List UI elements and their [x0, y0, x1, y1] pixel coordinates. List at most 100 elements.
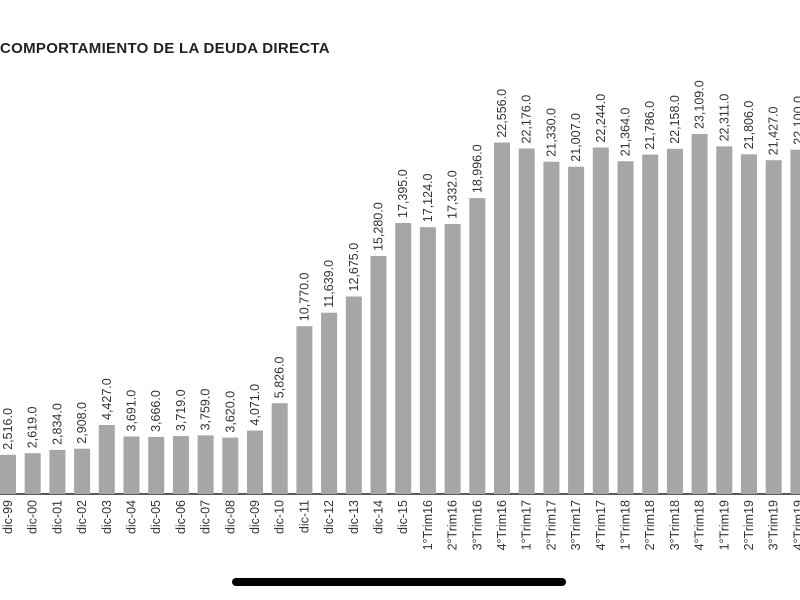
bar: [321, 312, 338, 494]
category-tick-label: dic-03: [100, 500, 114, 534]
bar: [419, 227, 436, 494]
bar: [543, 161, 560, 494]
bar: [74, 448, 91, 494]
bar: [691, 134, 708, 494]
category-tick-label: dic-09: [248, 500, 262, 534]
bar: [494, 142, 510, 494]
bar-value-label: 21,330.0: [544, 108, 558, 157]
bar: [395, 223, 412, 494]
bar: [24, 453, 41, 494]
bar-value-label: 12,675.0: [347, 243, 361, 292]
bar: [741, 154, 757, 495]
category-tick-label: 2°Trim19: [742, 500, 756, 550]
bar: [790, 149, 800, 494]
category-tick-label: dic-11: [297, 500, 311, 533]
category-tick-label: dic-02: [75, 500, 89, 534]
bar: [123, 436, 140, 494]
bar-value-label: 3,666.0: [149, 390, 163, 432]
category-tick-label: 4°Trim17: [594, 500, 608, 550]
bar-value-label: 22,176.0: [520, 95, 534, 144]
bar: [247, 430, 263, 494]
category-tick-label: 1°Trim18: [619, 500, 633, 550]
category-tick-label: 4°Trim16: [495, 500, 509, 550]
category-tick-label: 3°Trim18: [668, 500, 682, 550]
bar: [345, 296, 362, 494]
category-tick-label: 1°Trim19: [717, 500, 731, 550]
bar-value-label: 17,332.0: [446, 170, 460, 219]
bar-value-label: 21,007.0: [569, 113, 583, 162]
bar: [172, 436, 189, 494]
bar-value-label: 21,806.0: [742, 101, 756, 150]
bar-value-label: 5,826.0: [273, 356, 287, 398]
bar-value-label: 22,100.0: [791, 96, 800, 145]
bar: [444, 224, 461, 494]
category-tick-label: dic-15: [396, 500, 410, 534]
bar-value-label: 21,427.0: [767, 106, 781, 155]
bar: [49, 449, 66, 494]
bar-value-label: 2,834.0: [50, 403, 64, 445]
bar-value-label: 4,427.0: [100, 378, 114, 420]
bar: [568, 166, 585, 494]
bar-value-label: 22,556.0: [495, 89, 509, 138]
home-indicator[interactable]: [232, 578, 566, 586]
bar: [469, 198, 486, 494]
bar-value-label: 21,786.0: [643, 101, 657, 150]
bar-value-label: 3,691.0: [125, 390, 139, 432]
bar: [296, 326, 313, 494]
category-tick-label: dic-04: [125, 500, 139, 534]
bar: [716, 146, 733, 494]
bar: [642, 154, 659, 494]
category-tick-label: dic-14: [372, 500, 386, 534]
bar-value-label: 3,719.0: [174, 389, 188, 431]
bar-value-label: 17,395.0: [396, 169, 410, 218]
bar-value-label: 2,619.0: [26, 406, 40, 448]
bar-value-label: 2,908.0: [75, 402, 89, 444]
category-tick-label: dic-01: [50, 500, 64, 534]
category-tick-label: 1°Trim17: [520, 500, 534, 550]
category-tick-label: dic-08: [223, 500, 237, 534]
category-tick-label: 4°Trim19: [791, 500, 800, 550]
category-tick-label: 2°Trim18: [643, 500, 657, 550]
bar-value-label: 18,996.0: [470, 144, 484, 193]
bar-value-label: 23,109.0: [693, 80, 707, 129]
bar: [370, 256, 387, 494]
bar: [271, 403, 288, 494]
bar: [148, 436, 165, 494]
category-tick-label: 3°Trim19: [767, 500, 781, 550]
category-tick-label: dic-13: [347, 500, 361, 534]
bar-value-label: 3,620.0: [223, 391, 237, 433]
bar: [518, 148, 535, 494]
category-tick-label: 3°Trim17: [569, 500, 583, 550]
bar-value-label: 2,516.0: [1, 408, 15, 450]
bar: [98, 425, 115, 494]
bar-value-label: 11,639.0: [322, 260, 336, 308]
bar-value-label: 22,311.0: [717, 94, 731, 142]
bar-value-label: 3,759.0: [199, 389, 213, 431]
category-tick-label: dic-05: [149, 500, 163, 534]
category-tick-label: 1°Trim16: [421, 500, 435, 550]
category-tick-label: 3°Trim16: [470, 500, 484, 550]
bar-value-label: 21,364.0: [619, 107, 633, 156]
bar: [0, 454, 16, 494]
category-tick-label: dic-12: [322, 500, 336, 534]
bar-value-label: 22,158.0: [668, 95, 682, 144]
bar-value-label: 22,244.0: [594, 94, 608, 143]
category-tick-label: 2°Trim17: [544, 500, 558, 550]
category-tick-label: 4°Trim18: [693, 500, 707, 550]
category-tick-label: dic-06: [174, 500, 188, 534]
bar: [222, 437, 239, 494]
category-tick-label: dic-00: [26, 500, 40, 534]
category-tick-label: dic-99: [1, 500, 15, 534]
bar-value-label: 4,071.0: [248, 384, 262, 426]
bar: [765, 160, 782, 494]
category-tick-label: dic-07: [199, 500, 213, 534]
bar: [666, 148, 683, 495]
bar: [617, 161, 634, 494]
bar: [197, 435, 214, 494]
category-tick-label: 2°Trim16: [446, 500, 460, 550]
bar-value-label: 10,770.0: [297, 272, 311, 321]
bar-value-label: 17,124.0: [421, 173, 435, 222]
chart-title: COMPORTAMIENTO DE LA DEUDA DIRECTA: [0, 40, 330, 57]
category-tick-label: dic-10: [273, 500, 287, 534]
